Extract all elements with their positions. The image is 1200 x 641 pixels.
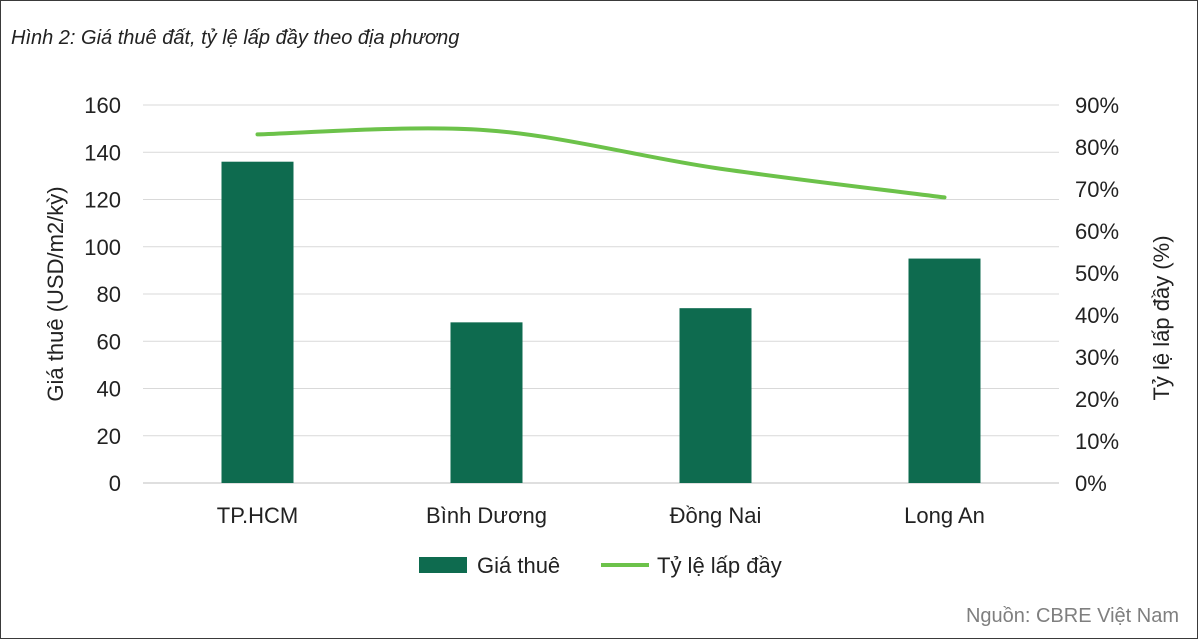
y2-tick-label: 50% [1075, 261, 1119, 286]
y2-tick-label: 80% [1075, 135, 1119, 160]
y2-axis-title: Tỷ lệ lấp đầy (%) [1149, 235, 1174, 400]
y-tick-label: 60 [97, 329, 121, 354]
y2-tick-label: 60% [1075, 219, 1119, 244]
y2-tick-label: 0% [1075, 471, 1107, 496]
y-tick-label: 140 [84, 140, 121, 165]
figure-title: Hình 2: Giá thuê đất, tỷ lệ lấp đầy theo… [11, 27, 460, 49]
source-note: Nguồn: CBRE Việt Nam [965, 605, 1179, 627]
x-tick-label: TP.HCM [217, 503, 299, 528]
y2-tick-label: 30% [1075, 345, 1119, 370]
legend-label: Giá thuê [477, 553, 560, 578]
bar [450, 322, 523, 483]
y-tick-label: 40 [97, 377, 121, 402]
bar [908, 258, 981, 483]
y-tick-label: 80 [97, 282, 121, 307]
y2-tick-label: 10% [1075, 429, 1119, 454]
y-tick-label: 20 [97, 424, 121, 449]
y-axis-title: Giá thuê (USD/m2/kỳ) [43, 186, 68, 401]
x-tick-label: Đồng Nai [670, 503, 762, 528]
y-tick-label: 100 [84, 235, 121, 260]
series-line [255, 126, 947, 200]
y2-tick-label: 90% [1075, 93, 1119, 118]
y2-tick-label: 40% [1075, 303, 1119, 328]
y2-tick-label: 20% [1075, 387, 1119, 412]
y-tick-label: 0 [109, 471, 121, 496]
x-tick-label: Long An [904, 503, 985, 528]
legend-swatch-bar [419, 557, 467, 573]
chart: 0 20 40 60 80 100 120 140 160 0% 10% 20% 30% 40% 50% 60… [43, 93, 1174, 578]
bar [221, 161, 294, 483]
bar [679, 308, 752, 483]
legend-label: Tỷ lệ lấp đầy [657, 553, 782, 578]
y-tick-label: 160 [84, 93, 121, 118]
x-tick-label: Bình Dương [426, 503, 547, 528]
y-tick-label: 120 [84, 188, 121, 213]
y2-tick-label: 70% [1075, 177, 1119, 202]
